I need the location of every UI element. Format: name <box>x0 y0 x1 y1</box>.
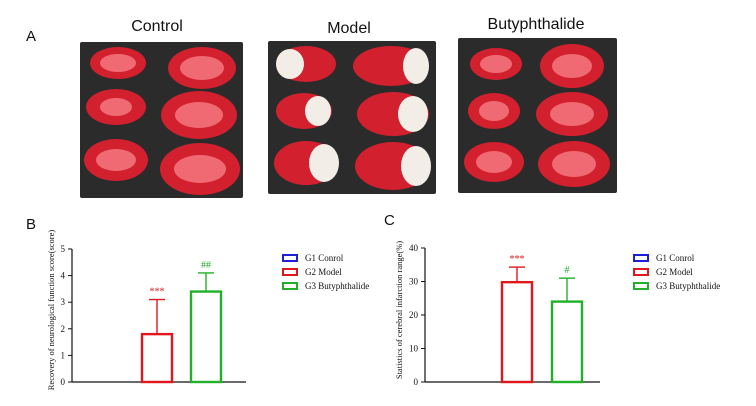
legend-swatch <box>633 282 649 290</box>
group-title-control: Control <box>131 18 183 35</box>
slice <box>552 151 596 177</box>
slice <box>401 146 431 186</box>
legend-label: G1 Conrol <box>305 253 344 263</box>
legend-label: G1 Conrol <box>656 253 695 263</box>
significance-label: # <box>565 265 570 276</box>
slice <box>305 96 331 126</box>
bar <box>550 300 584 384</box>
y-tick-label: 3 <box>61 297 66 307</box>
legend-label: G2 Model <box>305 267 342 277</box>
brain-slices-butyphthalide <box>464 44 610 187</box>
bar <box>140 332 174 384</box>
slice <box>175 102 223 128</box>
legend-swatch <box>282 282 298 290</box>
slice <box>96 149 136 171</box>
slice <box>479 101 509 121</box>
slice <box>100 98 132 116</box>
panel-letter-c: C <box>384 212 395 229</box>
y-tick-label: 0 <box>414 377 419 387</box>
group-title-model: Model <box>327 20 371 37</box>
brain-slices-photo-model <box>268 41 436 194</box>
y-tick-label: 2 <box>61 324 66 334</box>
legend-swatch <box>633 268 649 276</box>
chart-c: Statistics of cerebral infarction range(… <box>394 241 720 387</box>
panel-letter-b: B <box>26 216 37 233</box>
legend-swatch <box>633 254 649 262</box>
chart-b: Recovery of neurological function score(… <box>46 230 369 391</box>
brain-slices-photo-control <box>80 42 243 198</box>
significance-label: *** <box>150 287 165 298</box>
significance-label: *** <box>510 254 525 265</box>
y-tick-label: 20 <box>409 310 419 320</box>
slice <box>552 54 592 78</box>
y-tick-label: 40 <box>409 243 419 253</box>
bar <box>189 290 223 384</box>
legend-label: G3 Butyphthalide <box>305 281 369 291</box>
chart-b-ylabel: Recovery of neurological function score(… <box>46 230 56 391</box>
legend-swatch <box>282 254 298 262</box>
slice <box>309 144 339 182</box>
y-tick-label: 5 <box>61 244 66 254</box>
y-tick-label: 1 <box>61 350 66 360</box>
brain-slices-model <box>274 46 431 190</box>
slice <box>398 96 428 132</box>
slice <box>476 151 512 173</box>
significance-label: ## <box>201 260 211 271</box>
panel-letter-a: A <box>26 28 37 45</box>
group-title-butyphthalide: Butyphthalide <box>487 16 585 33</box>
legend-swatch <box>282 268 298 276</box>
chart-c-ylabel: Statistics of cerebral infarction range(… <box>394 241 404 379</box>
legend-label: G2 Model <box>656 267 693 277</box>
slice <box>276 49 304 79</box>
slice <box>180 56 224 80</box>
y-tick-label: 0 <box>61 377 66 387</box>
slice <box>480 55 512 73</box>
brain-slices-control <box>84 47 240 195</box>
slice <box>100 54 136 72</box>
slice <box>174 155 226 183</box>
y-tick-label: 4 <box>61 271 66 281</box>
slice <box>403 48 429 84</box>
brain-slices-photo-butyphthalide <box>458 38 617 193</box>
slice <box>550 102 594 126</box>
y-tick-label: 30 <box>409 277 419 287</box>
bar <box>500 280 534 384</box>
y-tick-label: 10 <box>409 344 419 354</box>
legend-label: G3 Butyphthalide <box>656 281 720 291</box>
